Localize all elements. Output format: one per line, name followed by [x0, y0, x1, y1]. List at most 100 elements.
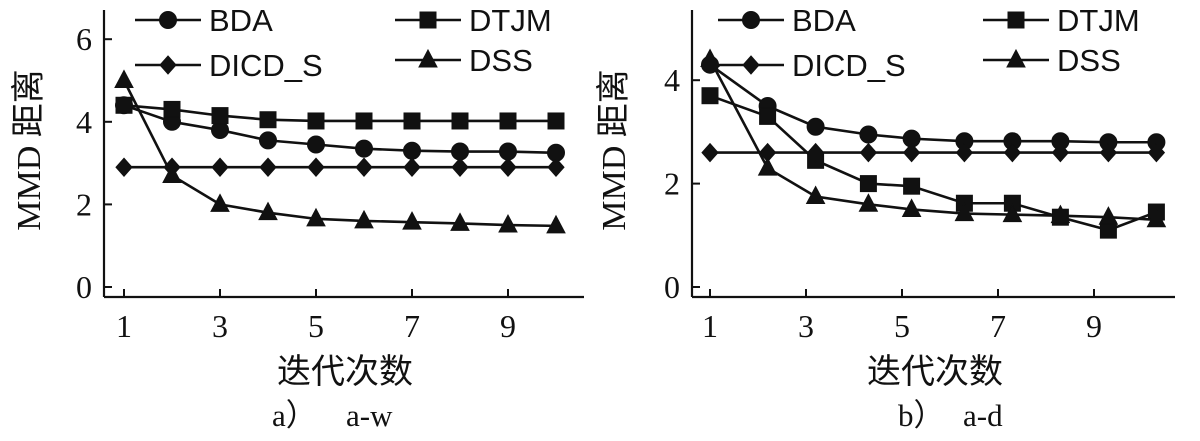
series-line: [709, 94, 1157, 232]
data-point: [402, 211, 422, 230]
x-axis-title: 迭代次数: [867, 353, 1003, 391]
data-point: [901, 198, 922, 217]
data-point: [858, 193, 879, 212]
y-axis-title: MMD 距离: [595, 69, 633, 231]
data-point: [162, 164, 182, 183]
y-tick-label: 4: [76, 104, 92, 140]
legend-marker: [159, 11, 177, 29]
legend-item: BDA: [718, 3, 856, 38]
data-point: [903, 177, 921, 195]
legend-marker: [159, 55, 177, 75]
legend-label: BDA: [792, 3, 856, 38]
data-point: [210, 193, 230, 212]
panel-caption-letter: a）: [272, 398, 317, 433]
data-point: [1147, 142, 1166, 163]
x-tick-label: 9: [500, 308, 516, 344]
data-point: [211, 121, 229, 140]
data-point: [499, 157, 517, 177]
data-point: [954, 202, 975, 222]
x-tick-label: 1: [702, 308, 718, 344]
data-point: [546, 214, 566, 234]
legend-marker: [1007, 11, 1025, 29]
y-tick-label: 6: [76, 21, 92, 57]
x-tick-label: 7: [404, 308, 420, 344]
legend-item: DTJM: [983, 3, 1140, 38]
data-point: [259, 131, 277, 150]
data-point: [700, 48, 720, 68]
x-tick-label: 3: [212, 308, 228, 344]
data-point: [355, 139, 373, 158]
legend-label: DTJM: [469, 3, 552, 38]
data-point: [1099, 142, 1118, 163]
series-dtjm: [115, 96, 565, 130]
x-tick-label: 5: [308, 308, 324, 344]
data-point: [1050, 204, 1071, 224]
data-point: [307, 135, 325, 154]
y-tick-label: 4: [664, 62, 680, 98]
series-dicd-s: [115, 157, 565, 177]
x-tick-label: 1: [116, 308, 132, 344]
data-point: [403, 157, 421, 177]
data-point: [757, 157, 778, 176]
legend-item: DICD_S: [135, 48, 323, 83]
data-point: [859, 125, 878, 144]
data-point: [114, 69, 134, 88]
data-point: [451, 112, 469, 130]
data-point: [499, 112, 517, 130]
data-point: [115, 96, 133, 114]
data-point: [1146, 208, 1167, 228]
data-point: [259, 111, 277, 129]
series-line: [708, 58, 1157, 222]
x-tick-label: 5: [894, 308, 910, 344]
data-point: [547, 157, 565, 177]
data-point: [547, 112, 565, 130]
data-point: [759, 107, 777, 125]
data-point: [1003, 142, 1022, 163]
data-point: [859, 175, 877, 193]
data-point: [701, 142, 719, 163]
data-point: [450, 212, 470, 231]
series-line: [122, 79, 557, 228]
panel-caption-letter: b）: [898, 398, 945, 433]
panel-caption-name: a-w: [346, 398, 393, 433]
data-point: [1051, 142, 1070, 163]
legend-marker: [742, 11, 760, 29]
data-point: [498, 213, 518, 233]
data-point: [403, 141, 421, 160]
data-point: [258, 201, 278, 221]
legend-marker: [742, 55, 760, 75]
legend-label: DICD_S: [792, 48, 906, 83]
y-tick-label: 2: [664, 166, 680, 202]
series-line: [123, 103, 556, 123]
y-axis-title: MMD 距离: [10, 69, 48, 231]
y-tick-label: 2: [76, 186, 92, 222]
legend: BDA DTJM DICD_S DSS: [135, 3, 552, 83]
data-point: [307, 112, 325, 130]
data-point: [306, 207, 326, 227]
legend-label: DTJM: [1057, 3, 1140, 38]
data-point: [211, 157, 229, 177]
data-point: [806, 142, 825, 163]
legend-item: DSS: [395, 43, 533, 78]
legend: BDA DTJM DICD_S DSS: [718, 3, 1140, 83]
data-point: [859, 142, 878, 163]
data-point: [403, 112, 421, 130]
panel-caption-name: a-d: [963, 398, 1003, 433]
legend-item: DSS: [983, 43, 1121, 78]
data-point: [355, 112, 373, 130]
y-tick-label: 0: [76, 269, 92, 305]
series-line: [709, 63, 1157, 144]
x-tick-label: 9: [1086, 308, 1102, 344]
data-point: [259, 157, 277, 177]
series-dss: [114, 69, 566, 234]
series-dss: [700, 48, 1167, 228]
legend-item: DTJM: [395, 3, 552, 38]
data-point: [163, 100, 181, 118]
x-axis-title: 迭代次数: [277, 353, 413, 391]
series-dtjm: [701, 87, 1165, 239]
legend-label: DICD_S: [209, 48, 323, 83]
data-point: [354, 209, 374, 229]
data-point: [355, 157, 373, 177]
